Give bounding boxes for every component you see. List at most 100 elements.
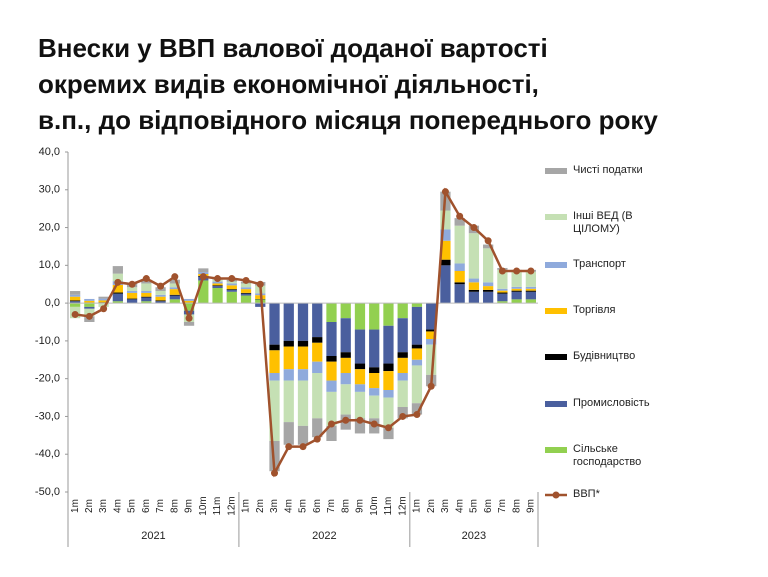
legend-label: Чисті податки xyxy=(573,164,643,176)
bar-segment xyxy=(69,296,81,301)
line-marker xyxy=(413,411,421,419)
x-tick-label: 7m xyxy=(155,499,166,513)
bar-segment xyxy=(312,361,323,373)
legend-swatch xyxy=(545,354,567,360)
bar-segment xyxy=(98,300,109,303)
x-tick-label: 9m xyxy=(184,499,195,513)
bar-segment xyxy=(240,289,252,293)
bar-segment xyxy=(283,369,294,381)
x-tick-label: 6m xyxy=(483,499,494,513)
bar-segment xyxy=(269,303,280,345)
bar-segment xyxy=(141,291,152,293)
y-tick-label: -10,0 xyxy=(35,335,60,347)
bar-segment xyxy=(141,292,152,297)
bar-segment xyxy=(511,291,522,300)
bar-segment xyxy=(511,271,522,287)
x-tick-label: 3m xyxy=(269,499,280,513)
line-marker xyxy=(228,275,236,283)
y-tick-label: 20,0 xyxy=(39,221,60,233)
bar-segment xyxy=(468,233,480,279)
x-tick-label: 9m xyxy=(526,499,537,513)
bar-segment xyxy=(155,300,166,302)
bar-segment xyxy=(198,280,209,304)
bar-segment xyxy=(454,271,465,283)
bar-segment xyxy=(497,290,508,293)
x-tick-label: 7m xyxy=(497,499,508,513)
bar-segment xyxy=(155,296,166,301)
bar-segment xyxy=(468,289,480,292)
bar-segment xyxy=(369,373,380,389)
bar-segment xyxy=(468,282,480,290)
bar-segment xyxy=(411,303,423,307)
legend-label: Торгівля xyxy=(573,304,616,316)
bar-segment xyxy=(340,357,351,373)
bar-segment xyxy=(525,271,537,287)
bar-segment xyxy=(411,365,423,404)
line-marker xyxy=(85,312,93,320)
legend-label: Інші ВЕД (В ЦІЛОМУ) xyxy=(573,210,633,235)
bar-segment xyxy=(411,403,423,415)
bar-segment xyxy=(112,284,123,293)
bar-segment xyxy=(269,373,280,381)
line-marker xyxy=(484,237,492,245)
x-tick-label: 12m xyxy=(397,496,408,515)
x-tick-label: 11m xyxy=(383,497,394,516)
bar-segment xyxy=(126,287,138,292)
group-label: 2021 xyxy=(141,530,165,542)
bar-segment xyxy=(198,272,209,275)
line-marker xyxy=(456,212,464,220)
bar-segment xyxy=(411,348,423,360)
bar-segment xyxy=(183,298,195,301)
legend-label: Будівництво xyxy=(573,350,636,362)
bar-segment xyxy=(440,229,451,241)
bar-segment xyxy=(483,291,494,304)
bar-segment xyxy=(340,384,351,415)
line-marker xyxy=(256,280,264,288)
bar-segment xyxy=(240,295,252,304)
bar-segment xyxy=(383,427,394,440)
bar-segment xyxy=(240,287,252,290)
bar-segment xyxy=(354,418,366,434)
bar-segment xyxy=(212,285,223,287)
line-marker xyxy=(199,273,207,281)
bar-segment xyxy=(354,384,366,392)
line-marker xyxy=(171,273,179,281)
bar-segment xyxy=(126,291,138,293)
bar-segment xyxy=(397,373,408,381)
bar-segment xyxy=(397,407,408,419)
bar-segment xyxy=(383,325,394,364)
bar-segment xyxy=(84,308,95,317)
bar-segment xyxy=(297,346,309,370)
bar-segment xyxy=(69,303,81,307)
bar-segment xyxy=(340,352,351,358)
bar-segment xyxy=(497,292,508,294)
bar-segment xyxy=(297,303,309,341)
bar-segment xyxy=(440,259,451,266)
bar-segment xyxy=(340,373,351,385)
bar-segment xyxy=(340,318,351,353)
bar-segment xyxy=(326,425,337,441)
line-marker xyxy=(370,420,378,428)
bar-segment xyxy=(525,286,537,289)
bar-segment xyxy=(126,299,138,304)
x-tick-label: 6m xyxy=(312,499,323,513)
bar-segment xyxy=(169,299,180,304)
bar-segment xyxy=(226,289,237,290)
line-marker xyxy=(242,276,250,284)
bar-segment xyxy=(369,303,380,330)
bar-segment xyxy=(183,300,195,303)
x-tick-label: 12m xyxy=(226,496,237,515)
bar-segment xyxy=(212,283,223,286)
line-marker xyxy=(342,416,350,424)
bar-segment xyxy=(397,303,408,319)
bar-segment xyxy=(155,291,166,295)
y-tick-label: 40,0 xyxy=(39,146,60,158)
bar-segment xyxy=(525,290,537,292)
line-marker xyxy=(399,412,407,420)
x-tick-label: 10m xyxy=(369,496,380,515)
bar-segment xyxy=(169,289,180,295)
bar-segment xyxy=(454,225,465,264)
bar-segment xyxy=(440,210,451,230)
